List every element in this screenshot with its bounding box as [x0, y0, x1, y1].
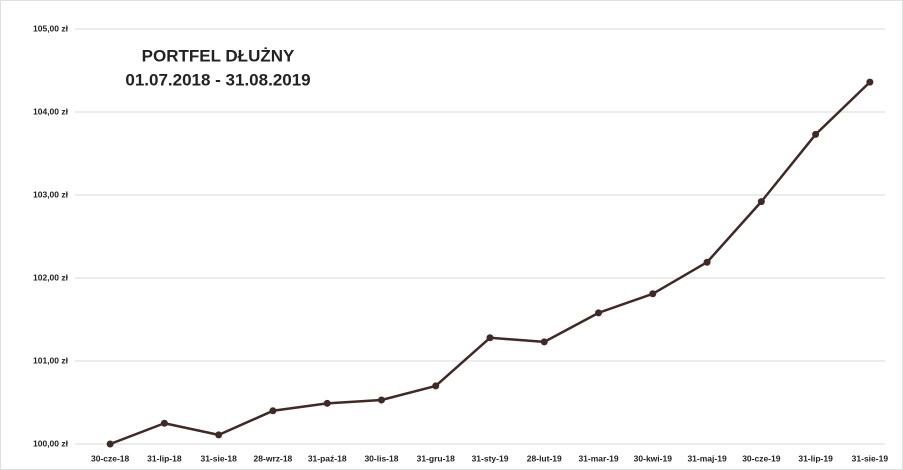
- x-tick-label: 31-sie-18: [200, 453, 237, 463]
- chart-subtitle: 01.07.2018 - 31.08.2019: [125, 70, 310, 89]
- y-tick-label: 100,00 zł: [33, 438, 69, 448]
- x-tick-label: 31-lip-19: [798, 453, 833, 463]
- x-tick-label: 28-wrz-18: [254, 453, 293, 463]
- data-point: [106, 440, 114, 448]
- data-point: [703, 258, 711, 266]
- data-point: [486, 334, 494, 342]
- x-tick-label: 31-maj-19: [687, 453, 726, 463]
- y-tick-label: 102,00 zł: [33, 272, 69, 282]
- x-tick-label: 31-sie-19: [852, 453, 889, 463]
- y-tick-label: 104,00 zł: [33, 106, 69, 116]
- x-tick-label: 31-sty-19: [472, 453, 509, 463]
- data-point: [323, 399, 331, 407]
- y-tick-label: 101,00 zł: [33, 355, 69, 365]
- x-tick-label: 31-mar-19: [578, 453, 618, 463]
- x-tick-label: 30-cze-18: [91, 453, 130, 463]
- data-point: [269, 407, 277, 415]
- x-tick-label: 30-cze-19: [742, 453, 781, 463]
- data-point: [595, 309, 603, 317]
- data-point: [432, 382, 440, 390]
- y-tick-label: 103,00 zł: [33, 189, 69, 199]
- data-point: [649, 290, 657, 298]
- x-tick-label: 31-gru-18: [417, 453, 456, 463]
- y-tick-label: 105,00 zł: [33, 23, 69, 33]
- x-tick-label: 30-lis-18: [364, 453, 398, 463]
- data-point: [540, 338, 548, 346]
- x-tick-label: 31-lip-18: [147, 453, 182, 463]
- x-tick-label: 28-lut-19: [527, 453, 562, 463]
- data-point: [757, 198, 765, 206]
- data-point: [377, 396, 385, 404]
- data-point: [866, 78, 874, 86]
- x-tick-label: 31-paź-18: [308, 453, 347, 463]
- data-point: [215, 431, 223, 439]
- x-tick-label: 30-kwi-19: [634, 453, 673, 463]
- data-point: [160, 419, 168, 427]
- data-point: [812, 130, 820, 138]
- chart-title: PORTFEL DŁUŻNY: [142, 46, 295, 65]
